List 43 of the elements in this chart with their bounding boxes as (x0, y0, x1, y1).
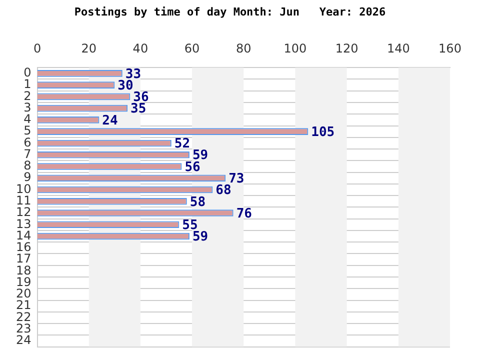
y-tick-label: 9 (24, 170, 32, 184)
y-tick-label: 3 (24, 100, 32, 114)
x-tick-label: 80 (236, 42, 252, 56)
y-tick-label: 17 (16, 252, 32, 266)
y-tick-label: 16 (16, 240, 32, 254)
y-tick-label: 18 (16, 263, 32, 278)
y-tick-label: 7 (24, 146, 32, 161)
x-tick-label: 40 (132, 42, 148, 56)
x-tick-label: 140 (386, 42, 410, 56)
y-tick-label: 11 (16, 194, 32, 208)
x-tick-label: 160 (438, 42, 462, 56)
x-tick-label: 0 (33, 42, 42, 56)
y-tick-label: 22 (16, 310, 32, 324)
y-tick-label: 24 (16, 333, 32, 348)
y-tick-label: 13 (16, 216, 32, 231)
y-tick-label: 6 (24, 135, 32, 150)
x-tick-label: 120 (335, 42, 358, 56)
y-tick-label: 21 (16, 298, 32, 312)
y-tick-label: 0 (24, 66, 32, 80)
y-tick-label: 23 (16, 321, 32, 336)
y-tick-label: 19 (16, 274, 32, 289)
y-tick-label: 14 (16, 228, 32, 242)
data-label: 58 (190, 194, 206, 210)
y-tick-label: 12 (16, 205, 32, 220)
data-label: 30 (118, 78, 134, 94)
y-tick-label: 8 (24, 158, 32, 173)
data-label: 59 (192, 230, 208, 245)
data-label: 52 (174, 136, 190, 152)
data-label: 24 (102, 113, 118, 128)
data-label: 56 (184, 160, 201, 175)
y-tick-label: 2 (24, 88, 32, 103)
y-tick-label: 10 (16, 182, 32, 196)
x-tick-label: 60 (184, 42, 200, 56)
data-label: 76 (236, 206, 252, 222)
y-tick-label: 5 (24, 124, 32, 138)
x-tick-label: 100 (284, 42, 307, 56)
y-tick-label: 4 (24, 112, 32, 126)
y-tick-label: 20 (16, 286, 32, 301)
y-tick-label: 1 (24, 77, 32, 92)
data-label: 105 (311, 124, 335, 140)
data-label: 68 (216, 183, 232, 198)
x-tick-label: 20 (81, 42, 96, 56)
chart-title: Postings by time of day Month: Jun Year: 2026 (74, 5, 386, 18)
